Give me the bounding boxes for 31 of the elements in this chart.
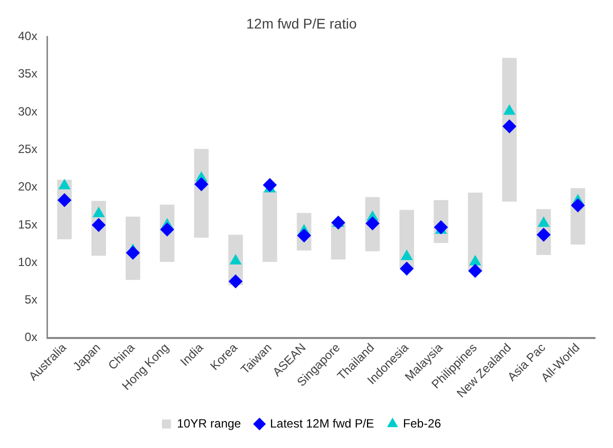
point <box>468 264 482 278</box>
point <box>58 178 71 190</box>
point <box>126 246 140 260</box>
point <box>503 104 516 115</box>
point <box>57 193 72 208</box>
y-tick-label: 30x <box>18 104 38 118</box>
legend-label: Feb-26 <box>403 416 442 430</box>
legend-label: 10YR range <box>176 416 242 430</box>
y-tick-label: 25x <box>18 142 38 156</box>
y-tick-label: 15x <box>18 217 38 232</box>
point <box>92 206 105 218</box>
y-tick-label: 40x <box>18 29 38 44</box>
y-tick-label: 35x <box>18 66 38 81</box>
y-tick-label: 10x <box>18 254 38 269</box>
y-tick-label: 0x <box>24 330 38 344</box>
point <box>502 119 516 134</box>
point <box>400 250 413 260</box>
point <box>400 262 414 276</box>
point <box>228 274 243 288</box>
point <box>538 216 550 227</box>
point <box>230 254 242 265</box>
bar <box>262 191 278 262</box>
y-tick-label: 20x <box>18 180 38 194</box>
bar <box>502 58 517 202</box>
point <box>469 254 482 266</box>
chart-title: 12m fwd P/E ratio <box>246 15 357 32</box>
point <box>262 178 277 192</box>
legend-label: Latest 12M fwd P/E <box>270 416 374 430</box>
point <box>570 198 585 212</box>
point <box>194 177 208 192</box>
y-tick-label: 5x <box>24 292 38 307</box>
